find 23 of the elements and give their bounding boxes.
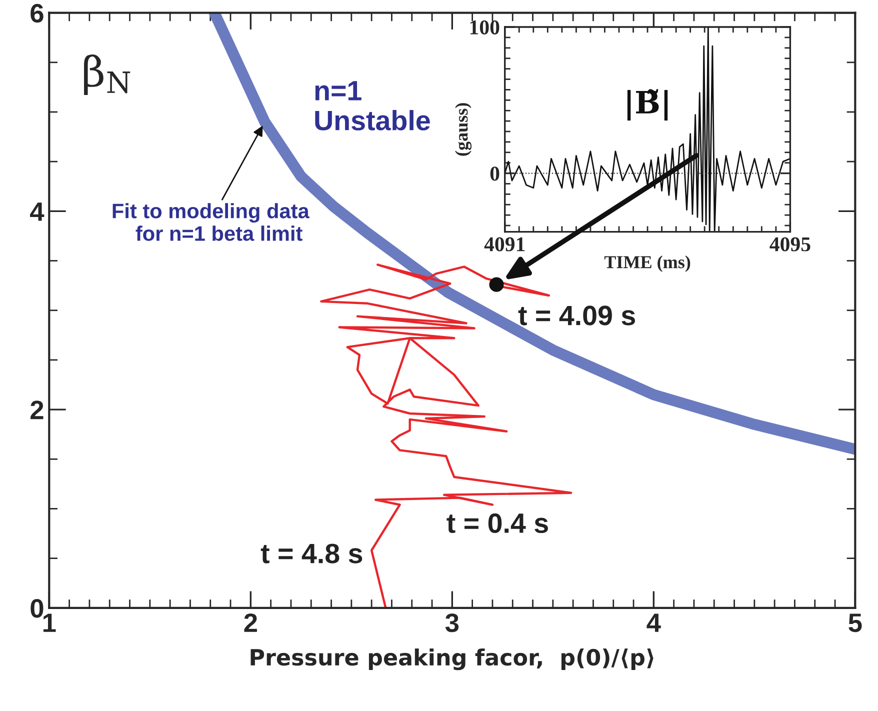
x-axis-title: Pressure peaking facor, p(0)/⟨p⟩ [250, 648, 654, 670]
y-axis-title: β$_{N}$ [84, 54, 130, 95]
y-tick-label: 100 [470, 20, 500, 34]
y-tick-label: 4 [30, 202, 44, 221]
y-tick-label: 2 [30, 400, 44, 420]
annotation: t = 0.4 s [446, 513, 548, 534]
annotation: Fit to modeling data for n=1 beta limit [112, 203, 310, 241]
annotation: t = 4.8 s [260, 544, 362, 564]
annotation: |B̃| [627, 89, 668, 121]
x-tick-label: 3 [445, 613, 459, 632]
x-tick-label: 4091 [484, 237, 525, 252]
annotation: n=1 Unstable [315, 81, 430, 130]
annotation: t = 4.09 s [518, 306, 635, 326]
x-tick-label: 2 [244, 613, 257, 632]
y-tick-label: 0 [30, 599, 44, 618]
x-tick-label: 1 [43, 614, 56, 632]
x-tick-label: 4 [646, 614, 661, 632]
x-axis-title: TIME (ms) [604, 256, 690, 272]
y-tick-label: 0 [490, 166, 500, 181]
y-tick-label: 6 [30, 4, 44, 23]
x-tick-label: 5 [848, 614, 862, 632]
y-axis-title: (gauss) [455, 103, 472, 156]
x-tick-label: 4095 [770, 237, 810, 252]
